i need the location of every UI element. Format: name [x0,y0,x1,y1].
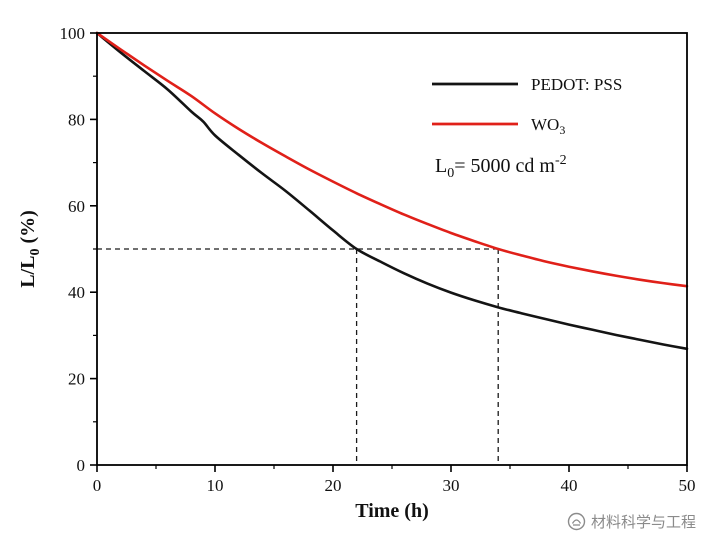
legend-item-wo3: WO3 [432,115,565,137]
initial-luminance-annotation: L0= 5000 cd m-2 [435,153,567,181]
x-tick-label: 50 [679,476,696,495]
y-tick-label: 40 [68,283,85,302]
half-luminance-reference-lines [97,248,499,465]
x-tick-label: 30 [443,476,460,495]
legend-item-pedot-pss: PEDOT: PSS [432,75,622,94]
watermark-logo-icon [567,512,586,531]
legend: PEDOT: PSS WO3 [432,75,622,137]
y-axis: 0 20 40 60 80 100 L/L0 (%) [17,24,97,475]
y-tick-label: 100 [60,24,86,43]
legend-label: PEDOT: PSS [531,75,622,94]
watermark: 材料科学与工程 [567,511,696,532]
y-tick-label: 60 [68,197,85,216]
y-tick-label: 0 [77,456,86,475]
x-axis-title: Time (h) [355,500,429,522]
y-tick-label: 20 [68,370,85,389]
x-tick-label: 0 [93,476,102,495]
legend-label: WO3 [531,115,565,137]
x-axis: 0 10 20 30 40 50 Time (h) [93,465,696,522]
x-tick-label: 20 [325,476,342,495]
x-tick-label: 10 [207,476,224,495]
y-axis-title: L/L0 (%) [17,210,43,288]
x-tick-label: 40 [561,476,578,495]
y-tick-label: 80 [68,110,85,129]
watermark-text: 材料科学与工程 [590,513,696,531]
series-line-wo3 [95,31,689,288]
series-line-pedot-pss [95,31,689,351]
plot-frame [96,32,688,466]
